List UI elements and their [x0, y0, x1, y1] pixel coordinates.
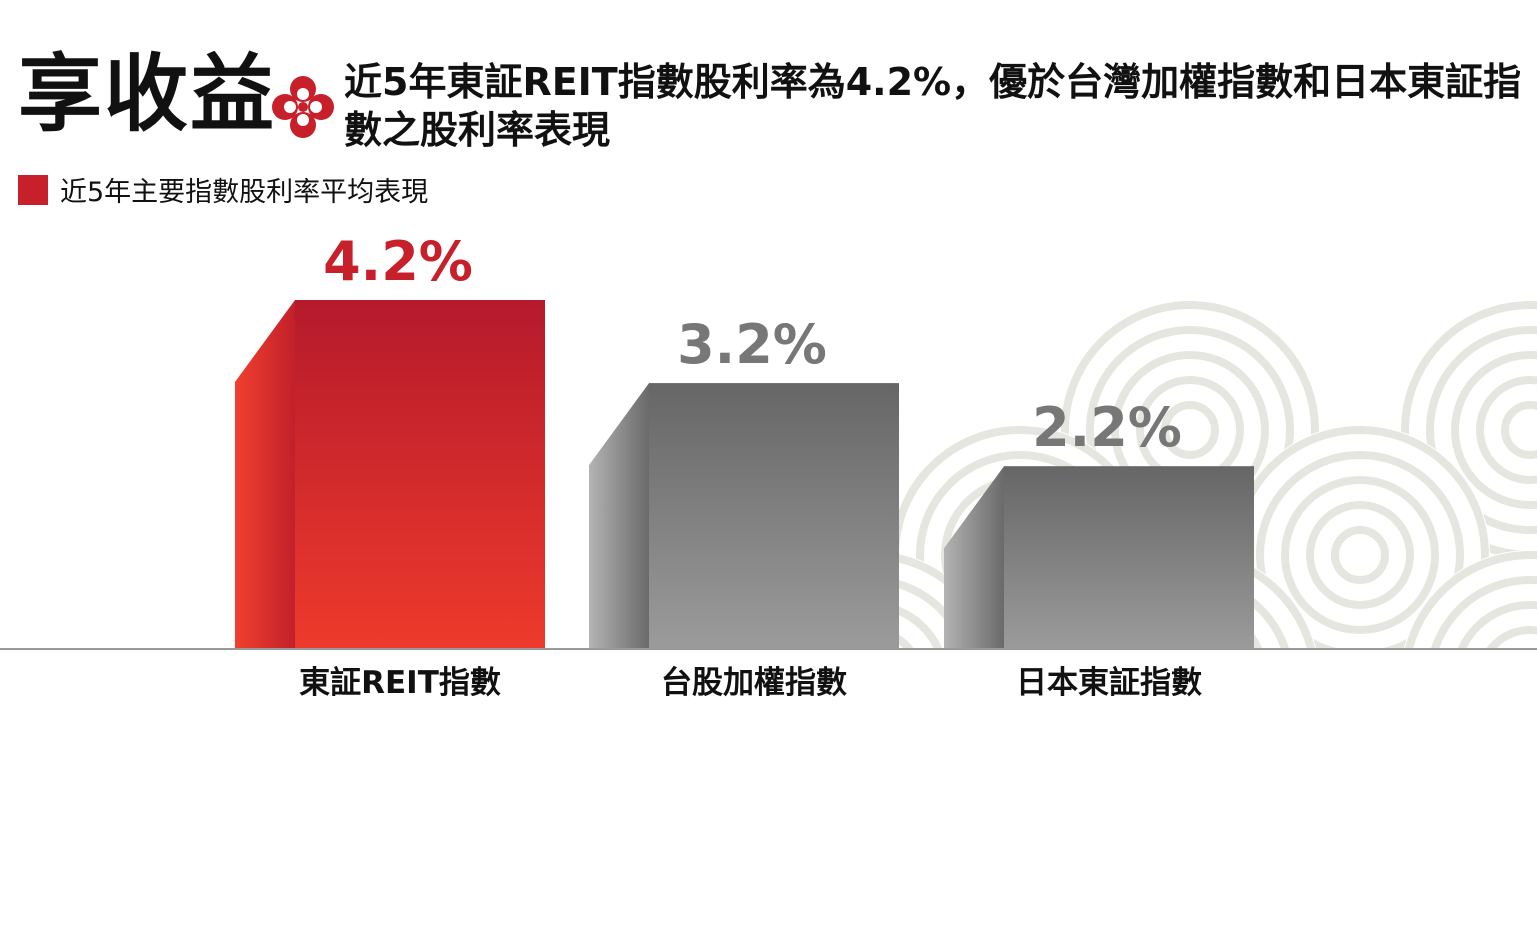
page-title: 享收益	[18, 45, 277, 143]
data-label: 4.2%	[323, 230, 473, 293]
bar	[295, 300, 545, 649]
chart-legend: 近5年主要指數股利率平均表現	[18, 170, 428, 209]
legend-label: 近5年主要指數股利率平均表現	[60, 177, 429, 208]
data-label: 2.2%	[1032, 396, 1182, 459]
bar	[649, 383, 899, 649]
category-label: 東証REIT指數	[299, 665, 501, 701]
legend-swatch	[18, 174, 48, 205]
page-subtitle: 近5年東証REIT指數股利率為4.2%，優於台灣加權指數和日本東証指數之股利率表…	[344, 60, 1522, 152]
bar-side	[589, 383, 649, 649]
bar-side	[944, 466, 1004, 649]
bar	[1004, 466, 1254, 649]
category-label: 台股加權指數	[661, 665, 847, 701]
red-flower-icon	[272, 76, 334, 138]
category-label: 日本東証指數	[1016, 665, 1202, 701]
data-label: 3.2%	[677, 313, 827, 376]
bar-side	[235, 300, 295, 649]
